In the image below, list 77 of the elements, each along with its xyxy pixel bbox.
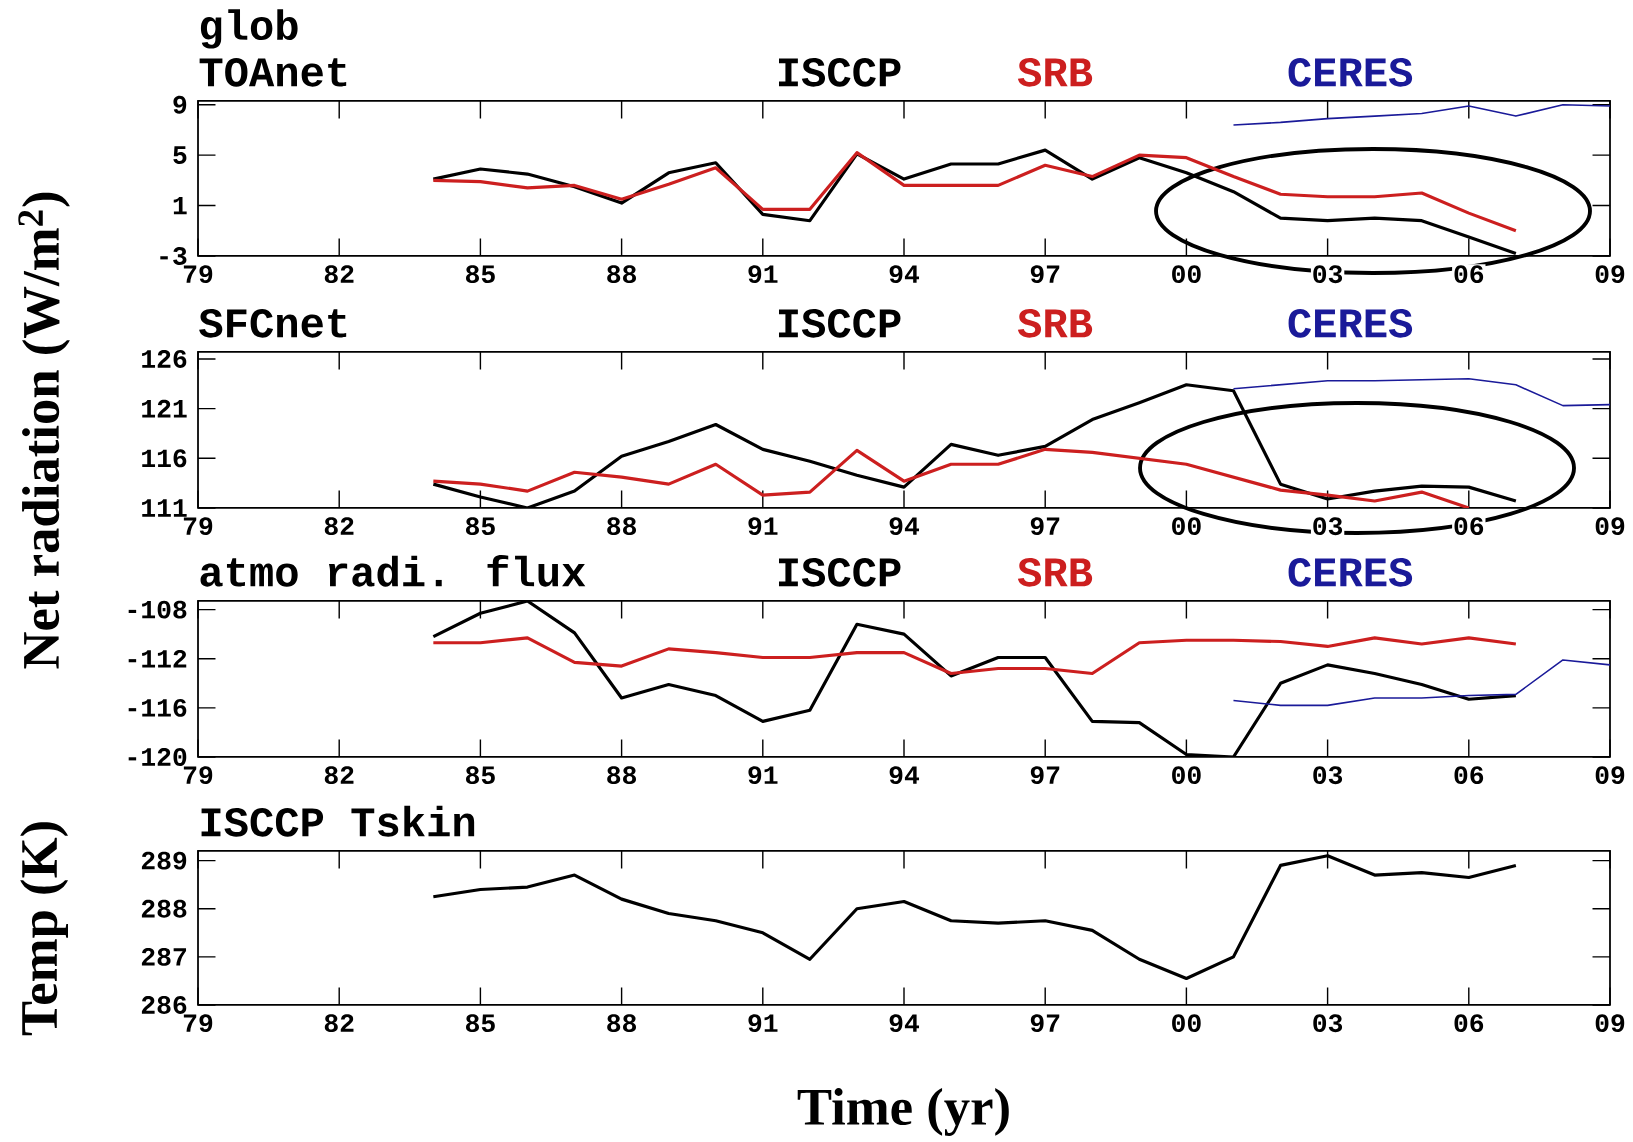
x-tick-label: 03 [1313, 517, 1343, 536]
y-tick-label: 9 [173, 95, 187, 114]
y-tick-label: -112 [128, 649, 187, 668]
x-tick-label: 79 [183, 517, 213, 536]
x-tick-label: 03 [1313, 265, 1343, 284]
x-tick-label: 85 [465, 517, 495, 536]
x-tick-label: 91 [748, 517, 778, 536]
x-tick-label: 09 [1595, 766, 1625, 785]
series-label: ISCCP [779, 58, 901, 87]
x-tick-label: 94 [889, 766, 920, 785]
series-label: SRB [1017, 558, 1093, 587]
x-tick-label: 79 [183, 766, 213, 785]
y-tick-label: 286 [141, 996, 187, 1014]
series-label: CERES [1288, 309, 1413, 338]
y-axis-title: Temp (K) [20, 822, 68, 1036]
x-tick-label: 85 [465, 766, 495, 785]
text: SRB [1017, 309, 1093, 338]
chart-title: ISCCP Tskin [201, 805, 475, 837]
x-tick-label: 79 [183, 1014, 213, 1033]
x-tick-label: 82 [324, 766, 354, 785]
y-tick-label: -116 [128, 698, 187, 717]
x-tick-label: 09 [1595, 265, 1625, 284]
y-tick-label: 121 [142, 399, 187, 418]
x-tick-label: 00 [1172, 517, 1201, 536]
x-tick-label: 03 [1313, 1014, 1343, 1033]
y-tick-label: 116 [142, 449, 187, 468]
x-tick-label: 91 [748, 265, 778, 284]
text: ISCCP [778, 309, 901, 338]
x-tick-label: 06 [1454, 766, 1484, 785]
x-tick-label: 06 [1454, 517, 1484, 536]
series-label: ISCCP [778, 558, 901, 587]
x-tick-label: 91 [748, 766, 778, 785]
y-tick-label: 287 [141, 947, 187, 966]
x-tick-label: 06 [1454, 265, 1484, 284]
x-tick-label: 09 [1595, 1014, 1625, 1033]
y-axis-title: Net radiation (W/m$^{2}$) [18, 192, 70, 669]
x-tick-label: 79 [183, 265, 213, 284]
x-tick-label: 88 [607, 265, 637, 284]
x-tick-label: 82 [324, 1014, 354, 1033]
x-tick-label: 94 [889, 1014, 920, 1033]
series-label: SRB [1017, 58, 1093, 87]
y-tick-label: 111 [142, 499, 187, 517]
x-tick-label: 94 [889, 265, 920, 284]
chart-subtitle: TOAnet [199, 58, 347, 87]
y-tick-label: -3 [160, 247, 187, 265]
y-tick-label: -120 [128, 748, 187, 766]
y-tick-label: 289 [141, 851, 187, 870]
x-tick-label: 06 [1454, 1014, 1484, 1033]
x-tick-label: 85 [465, 1014, 495, 1033]
x-tick-label: 88 [607, 766, 637, 785]
chart-title: glob [200, 9, 298, 49]
x-tick-label: 82 [324, 265, 354, 284]
x-tick-label: 09 [1595, 517, 1625, 536]
x-tick-label: 03 [1313, 766, 1343, 785]
x-tick-label: 97 [1030, 517, 1060, 536]
x-tick-label: 00 [1172, 766, 1201, 785]
x-tick-label: 82 [324, 517, 354, 536]
x-tick-label: 97 [1030, 766, 1060, 785]
y-tick-label: 288 [141, 899, 187, 918]
series-label: CERES [1288, 58, 1413, 87]
x-tick-label: 94 [889, 517, 920, 536]
x-tick-label: 97 [1030, 1014, 1060, 1033]
x-tick-label: 85 [465, 265, 495, 284]
chart-title: atmo radi. flux [200, 555, 586, 587]
x-tick-label: 91 [748, 1014, 778, 1033]
text: CERES [1288, 558, 1413, 587]
x-tick-label: 97 [1030, 265, 1060, 284]
x-tick-label: 88 [607, 517, 637, 536]
y-tick-label: 5 [173, 146, 187, 164]
x-tick-label: 88 [607, 1014, 637, 1033]
x-tick-label: 00 [1172, 265, 1201, 284]
x-tick-label: 00 [1172, 1014, 1201, 1033]
x-axis-title: Time (yr) [797, 1088, 1009, 1136]
y-tick-label: 126 [142, 349, 187, 368]
y-tick-label: -108 [128, 600, 187, 619]
chart-title: SFCnet [199, 309, 347, 338]
y-tick-label: 1 [173, 196, 187, 215]
